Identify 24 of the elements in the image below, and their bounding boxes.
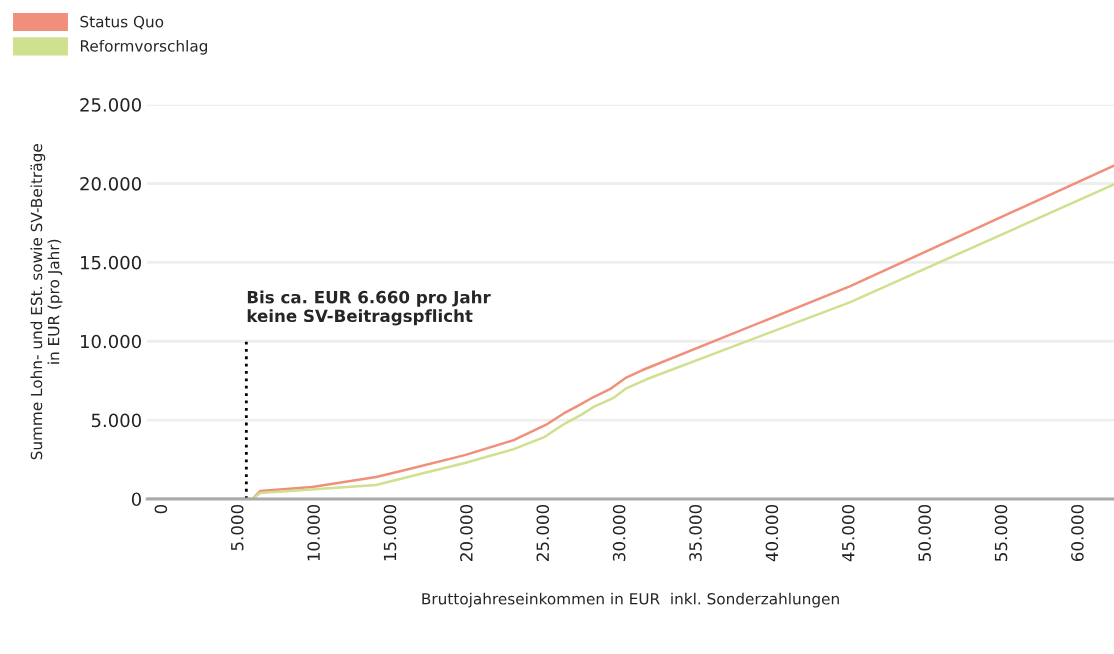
- x-tick-label: 60.000: [1071, 504, 1084, 562]
- x-tick-label: 45.000: [841, 504, 855, 562]
- y-tick-label: 15.000: [80, 255, 141, 270]
- x-tick-label: 5.000: [230, 504, 244, 551]
- x-tick-label: 35.000: [689, 504, 702, 561]
- y-tick-label: 10.000: [80, 334, 141, 349]
- x-tick-label: 0: [154, 504, 168, 514]
- ref-line-label: Bis ca. EUR 6.660 pro Jahr keine SV-Beitragspflicht: [247, 290, 491, 326]
- y-tick-label: 5.000: [91, 413, 141, 428]
- x-tick-label: 15.000: [383, 504, 397, 561]
- y-tick-label: 20.000: [80, 176, 141, 191]
- y-axis-title: Summe Lohn- und ESt. sowie SV-Beiträge in EUR (pro Jahr): [30, 144, 63, 460]
- x-axis-title: Bruttojahreseinkommen in EUR inkl. Sonderzahlungen: [422, 592, 839, 608]
- x-tick-label: 20.000: [460, 504, 473, 561]
- x-tick-label: 25.000: [536, 504, 550, 561]
- x-tick-label: 55.000: [994, 504, 1008, 561]
- x-tick-label: 40.000: [765, 504, 779, 562]
- x-tick-label: 10.000: [307, 504, 320, 561]
- y-tick-label: 25.000: [80, 98, 141, 112]
- legend-label: Reformvorschlag: [80, 39, 208, 55]
- legend-label: Status Quo: [80, 15, 164, 30]
- x-tick-label: 30.000: [612, 504, 626, 561]
- y-tick-label: 0: [131, 492, 141, 507]
- x-tick-label: 50.000: [918, 504, 931, 561]
